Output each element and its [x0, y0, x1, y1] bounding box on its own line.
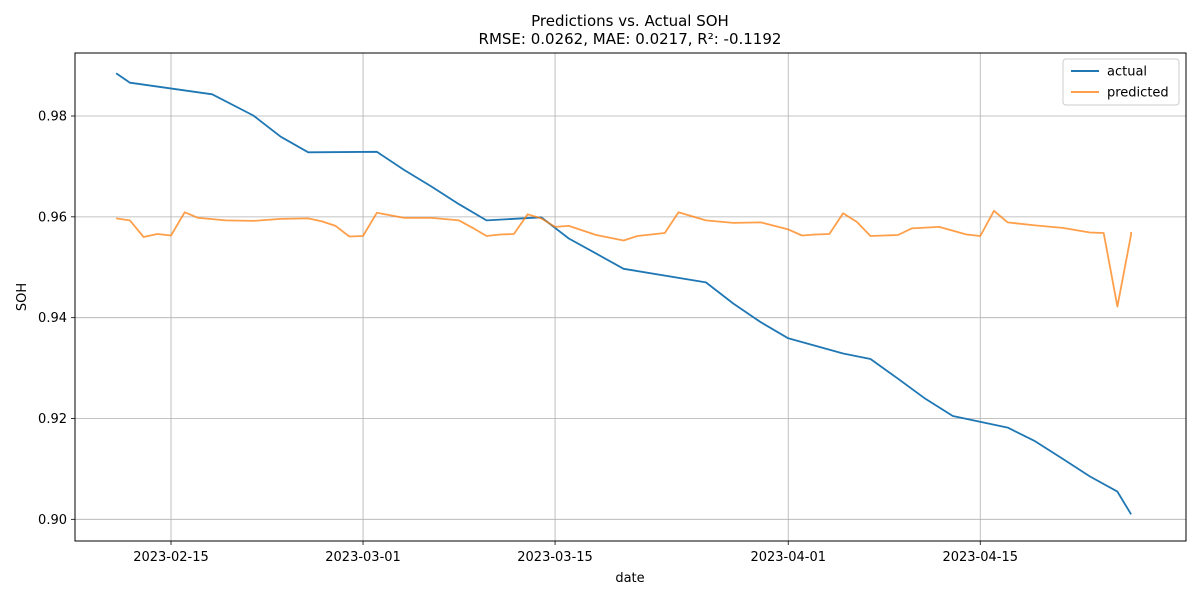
series-layer: [115, 72, 1132, 515]
y-tick-label: 0.96: [38, 210, 67, 225]
chart-title: Predictions vs. Actual SOH: [531, 12, 729, 30]
y-tick-label: 0.98: [38, 110, 67, 125]
y-tick-label: 0.94: [38, 311, 67, 326]
legend-label-actual: actual: [1107, 65, 1147, 80]
x-tick-label: 2023-03-15: [517, 550, 593, 565]
y-axis-label: SOH: [15, 283, 30, 311]
x-axis: 2023-02-15 2023-03-01 2023-03-15 2023-04-01…: [133, 541, 1018, 565]
legend-label-predicted: predicted: [1107, 86, 1169, 101]
x-tick-label: 2023-03-01: [325, 550, 401, 565]
series-line-actual: [115, 72, 1132, 515]
y-tick-label: 0.92: [38, 412, 67, 427]
x-tick-label: 2023-02-15: [133, 550, 209, 565]
x-tick-label: 2023-04-15: [942, 550, 1018, 565]
x-tick-label: 2023-04-01: [750, 550, 826, 565]
plot-area: [75, 53, 1186, 541]
x-axis-label: date: [615, 571, 644, 586]
y-axis: 0.90 0.92 0.94 0.96 0.98: [38, 110, 75, 528]
series-line-predicted: [115, 209, 1132, 308]
chart-subtitle: RMSE: 0.0262, MAE: 0.0217, R²: -0.1192: [479, 30, 782, 48]
plot-frame: [74, 52, 1187, 542]
y-tick-label: 0.90: [38, 513, 67, 528]
legend: actual predicted: [1062, 58, 1180, 106]
